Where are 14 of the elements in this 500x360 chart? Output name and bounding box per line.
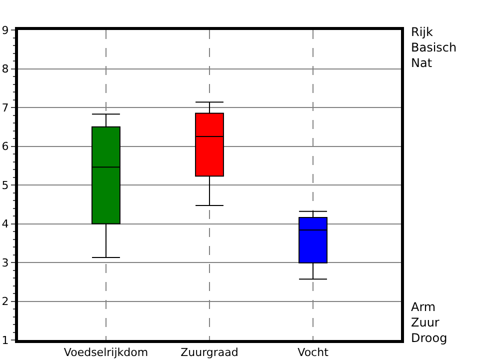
y-tick-label: 2 (2, 295, 9, 308)
y-tick-label: 4 (2, 218, 9, 231)
x-tick-label: Zuurgraad (180, 346, 238, 360)
y-tick-label: 1 (2, 334, 9, 347)
y-tick-label: 9 (2, 24, 9, 37)
y-tick-label: 6 (2, 140, 9, 154)
y-tick-label: 3 (2, 256, 9, 270)
text: Arm Zuur Droog (411, 300, 448, 346)
y-tick-label: 8 (2, 62, 9, 76)
y-tick-label: 7 (2, 101, 9, 114)
y-tick-label: 5 (2, 178, 9, 192)
text: Rijk Basisch Nat (411, 25, 457, 70)
x-tick-label: Vocht (298, 346, 330, 360)
x-tick-label: Voedselrijkdom (64, 346, 148, 360)
